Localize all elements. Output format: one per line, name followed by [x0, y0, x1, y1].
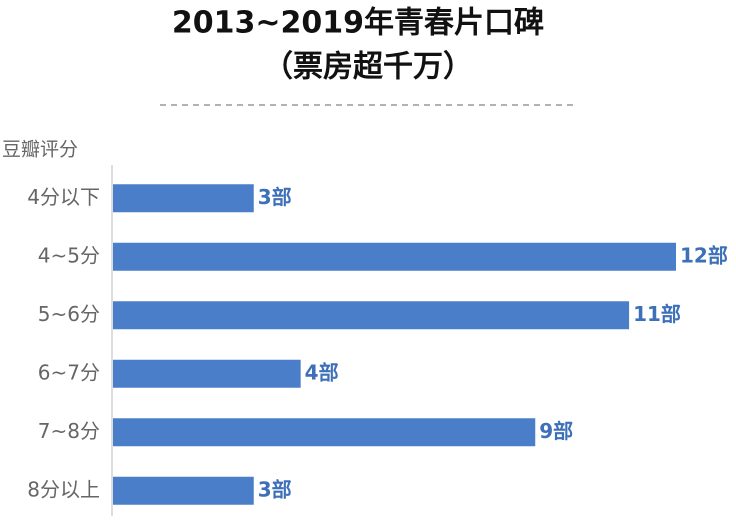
value-label: 11部: [633, 302, 681, 326]
bar: [113, 418, 536, 447]
category-label: 7~8分: [38, 419, 100, 443]
bar: [113, 242, 676, 271]
bar: [113, 301, 630, 330]
category-label: 4分以下: [27, 185, 100, 209]
category-label: 4~5分: [38, 243, 100, 267]
value-label: 4部: [305, 360, 339, 384]
bar: [113, 359, 301, 388]
category-label: 5~6分: [38, 302, 100, 326]
category-label: 6~7分: [38, 360, 100, 384]
chart-subtitle: （票房超千万）: [263, 50, 473, 85]
category-label: 8分以上: [27, 477, 100, 501]
value-label: 3部: [258, 185, 292, 209]
value-label: 3部: [258, 477, 292, 501]
value-label: 12部: [680, 243, 728, 267]
bar: [113, 184, 254, 213]
y-axis-label: 豆瓣评分: [2, 139, 78, 161]
bar: [113, 476, 254, 505]
chart-title: 2013~2019年青春片口碑: [172, 6, 544, 41]
value-label: 9部: [539, 419, 573, 443]
